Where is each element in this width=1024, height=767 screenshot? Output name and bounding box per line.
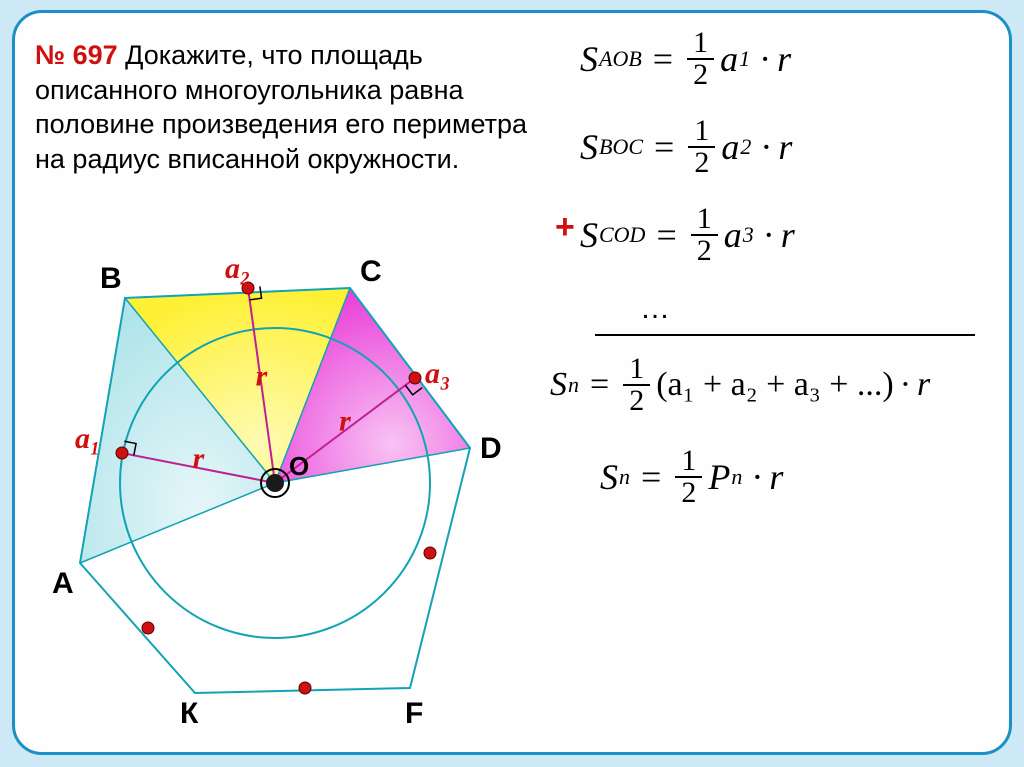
fraction: 12 (687, 28, 714, 90)
svg-text:a₃: a₃ (425, 357, 450, 390)
formula-cod: SCOD = 12 a3 · r (580, 204, 1000, 266)
polygon-circle-diagram: r r r a₁ a₂ a₃ A B C D F К O (30, 233, 535, 738)
diagram-svg: r r r a₁ a₂ a₃ A B C D F К O (30, 233, 535, 738)
formula-sum: Sn = 12 (a₁ + a₂ + a₃ + ...) · r (550, 354, 1000, 416)
svg-text:C: C (360, 255, 382, 288)
sum-rule (595, 334, 975, 336)
plus-sign: + (555, 208, 575, 247)
formulas-block: SAOB = 12 a1 · r SBOC = 12 a2 · r SCOD =… (580, 28, 1000, 534)
svg-text:a₂: a₂ (225, 252, 250, 285)
svg-text:r: r (256, 360, 268, 393)
svg-text:r: r (339, 405, 351, 438)
content-card: № 697 Докажите, что площадь описанного м… (12, 10, 1012, 755)
problem-statement: № 697 Докажите, что площадь описанного м… (35, 38, 555, 176)
formula-aob: SAOB = 12 a1 · r (580, 28, 1000, 90)
svg-text:B: B (100, 262, 122, 295)
problem-number: № 697 (35, 40, 118, 70)
svg-text:К: К (180, 697, 199, 730)
svg-text:F: F (405, 697, 423, 730)
formula-boc: SBOC = 12 a2 · r (580, 116, 1000, 178)
svg-text:a₁: a₁ (75, 422, 100, 455)
ellipsis: … (640, 292, 1000, 326)
svg-text:r: r (193, 442, 205, 475)
svg-text:D: D (480, 432, 502, 465)
formula-final: Sn = 12 Pn · r (600, 446, 1000, 508)
svg-text:O: O (289, 451, 309, 481)
svg-text:A: A (52, 567, 74, 600)
